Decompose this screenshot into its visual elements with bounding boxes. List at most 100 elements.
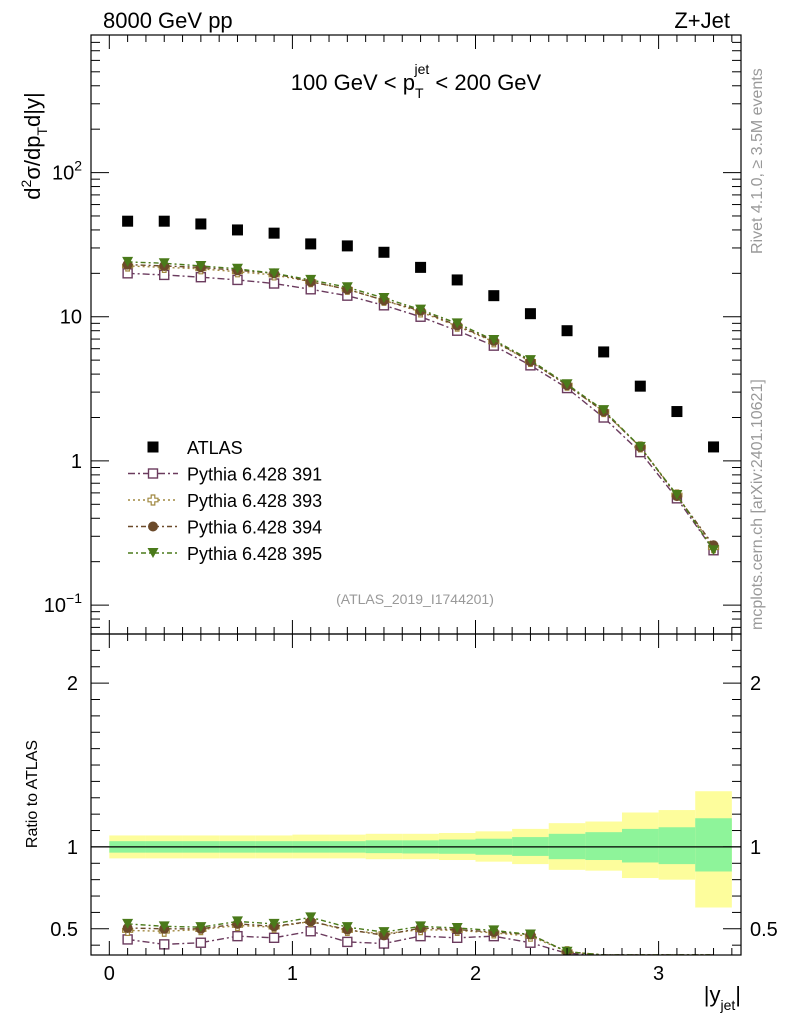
- ratio-point: [342, 936, 353, 948]
- y-axis-label-bottom: Ratio to ATLAS: [24, 740, 41, 848]
- x-tick-label: 2: [470, 963, 481, 985]
- ratio-point: [158, 921, 170, 932]
- x-axis-label: |yjet|: [704, 982, 741, 1013]
- analysis-id: (ATLAS_2019_I1744201): [336, 591, 494, 607]
- band-inner-bin: [658, 827, 696, 865]
- top-panel: [122, 215, 720, 556]
- data-point: [231, 263, 243, 274]
- data-point: [671, 490, 683, 501]
- ratio-point: [195, 937, 207, 948]
- data-point: [451, 318, 463, 329]
- ratio-point: [268, 932, 280, 944]
- data-point: [634, 441, 646, 452]
- rivet-version-text: Rivet 4.1.0, ≥ 3.5M events: [749, 68, 766, 254]
- data-point: [524, 355, 536, 366]
- data-point: [378, 246, 390, 258]
- legend-marker: [147, 441, 159, 453]
- data-point: [415, 304, 427, 315]
- ratio-y-tick-label: 0.5: [50, 919, 78, 941]
- series-atlas: [122, 215, 720, 453]
- data-point: [634, 380, 646, 392]
- legend-label: Pythia 6.428 395: [187, 544, 322, 564]
- data-point: [268, 227, 280, 239]
- ratio-point: [231, 916, 243, 927]
- data-point: [122, 256, 134, 267]
- series-pythia-6-428-395: [122, 256, 720, 556]
- ratio-point: [268, 918, 280, 929]
- x-tick-label: 0: [104, 963, 115, 985]
- data-point: [415, 261, 427, 273]
- header-left: 8000 GeV pp: [103, 8, 233, 33]
- data-point: [158, 258, 170, 269]
- data-point: [451, 274, 463, 286]
- x-tick-label: 3: [653, 963, 664, 985]
- data-point: [488, 290, 500, 302]
- data-point: [708, 441, 720, 453]
- ratio-point: [305, 926, 316, 937]
- series-line: [127, 263, 715, 546]
- ratio-point: [341, 922, 353, 933]
- ratio-panel: [91, 791, 741, 955]
- data-point: [305, 238, 317, 250]
- ratio-pythia-6-428-395: [122, 912, 714, 955]
- ratio-point: [195, 922, 207, 933]
- legend-marker: [147, 468, 159, 479]
- ratio-pythia-6-428-391: [122, 926, 714, 955]
- y-tick-label: 10−1: [44, 590, 82, 617]
- legend-marker: [148, 521, 158, 532]
- data-point: [341, 282, 353, 293]
- data-point: [268, 268, 280, 279]
- legend-marker: [147, 548, 159, 558]
- header-right: Z+Jet: [674, 8, 730, 33]
- ratio-point: [159, 939, 170, 950]
- data-point: [708, 545, 720, 556]
- data-point: [488, 334, 500, 345]
- ratio-point: [305, 912, 317, 923]
- data-point: [158, 215, 170, 227]
- band-inner-bin: [585, 832, 622, 861]
- data-point: [341, 240, 353, 252]
- x-tick-label: 1: [287, 963, 298, 985]
- data-point: [378, 292, 390, 303]
- ratio-point: [378, 938, 390, 949]
- ratio-y-tick-label-right: 0.5: [750, 919, 778, 941]
- y-tick-label: 1: [71, 451, 82, 473]
- data-point: [561, 379, 573, 390]
- legend-label: Pythia 6.428 394: [187, 518, 322, 538]
- y-tick-label: 102: [52, 158, 82, 185]
- ratio-point: [415, 921, 427, 932]
- data-point: [305, 274, 317, 285]
- ratio-y-tick-label: 1: [67, 837, 78, 859]
- ratio-point: [378, 927, 390, 938]
- data-point: [598, 346, 610, 358]
- legend-label: ATLAS: [187, 438, 243, 458]
- legend-label: Pythia 6.428 391: [187, 465, 322, 485]
- ratio-point: [232, 930, 243, 942]
- y-axis-label-top: d2σ/dpTd|y|: [18, 92, 50, 199]
- ratio-y-tick-label: 2: [67, 673, 78, 695]
- data-point: [195, 218, 207, 230]
- y-tick-label: 10: [60, 307, 82, 329]
- ratio-point: [524, 929, 536, 940]
- data-point: [598, 405, 610, 416]
- data-point: [231, 224, 243, 236]
- data-point: [122, 215, 134, 227]
- chart-title: 100 GeV < pTjet < 200 GeV: [291, 61, 542, 101]
- data-point: [195, 260, 207, 271]
- ratio-series-group: [122, 912, 714, 955]
- ratio-point: [451, 922, 463, 933]
- mcplots-text: mcplots.cern.ch [arXiv:2401.10621]: [749, 379, 766, 630]
- data-point: [524, 308, 536, 320]
- data-point: [561, 325, 573, 337]
- band-inner-bin: [695, 818, 732, 872]
- ratio-y-tick-label-right: 1: [750, 837, 761, 859]
- ratio-y-tick-label-right: 2: [750, 673, 761, 695]
- legend-marker: [147, 494, 159, 506]
- band-inner-bin: [621, 828, 659, 863]
- bottom-frame: [90, 633, 742, 956]
- ratio-point: [488, 925, 500, 936]
- legend: ATLAS Pythia 6.428 391 Pythia 6.428 393 Pyt…: [128, 438, 322, 564]
- ratio-point: [122, 918, 134, 929]
- legend-label: Pythia 6.428 393: [187, 491, 322, 511]
